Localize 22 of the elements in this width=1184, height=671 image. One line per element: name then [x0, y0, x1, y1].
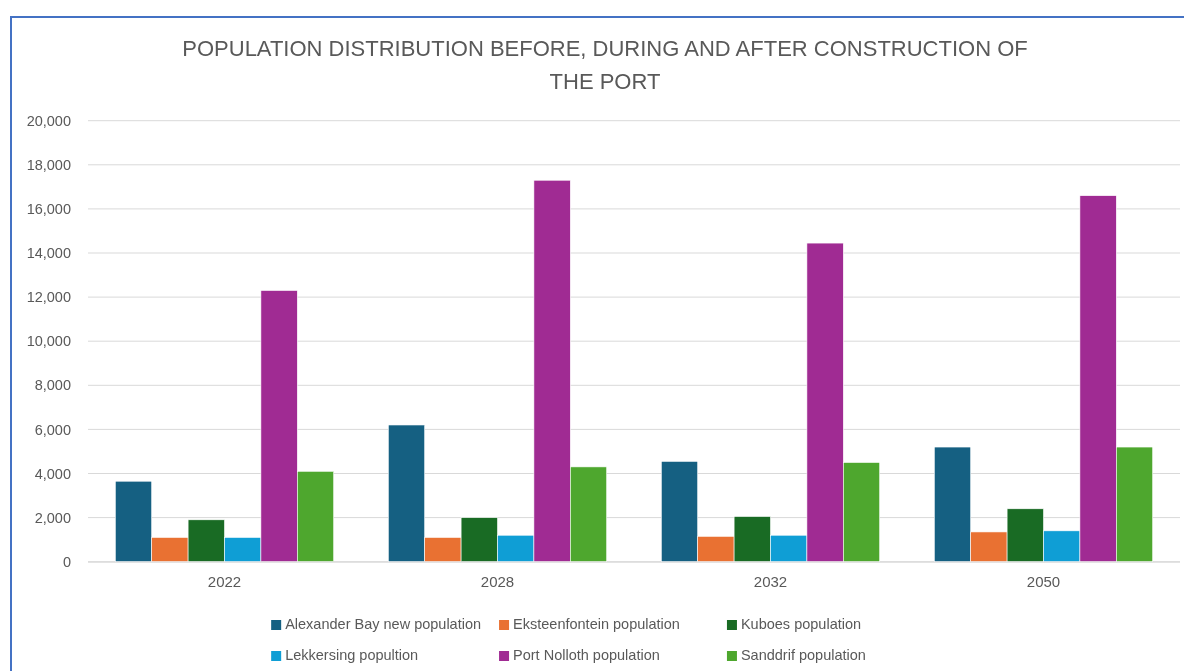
legend-label: Eksteenfontein population: [513, 616, 680, 632]
y-tick-label: 10,000: [26, 333, 71, 350]
x-tick-label: 2022: [207, 573, 242, 591]
x-tick-label: 2032: [753, 573, 788, 591]
legend-label: Kuboes population: [740, 616, 862, 632]
legend-label: Alexander Bay new population: [285, 616, 482, 632]
y-tick-label: 4,000: [34, 465, 71, 482]
legend-label: Lekkersing popultion: [285, 647, 419, 663]
legend-label: Port Nolloth population: [513, 647, 660, 663]
x-tick-label: 2028: [480, 573, 515, 591]
y-tick-label: 12,000: [26, 289, 71, 306]
x-tick-label: 2050: [1026, 573, 1061, 591]
y-tick-label: 6,000: [34, 421, 71, 438]
y-tick-label: 18,000: [26, 156, 71, 173]
chart-title: POPULATION DISTRIBUTION BEFORE, DURING AND AFTER CONSTRUCTION OF THE PORT: [182, 36, 1028, 94]
legend-label: Sanddrif population: [740, 647, 866, 663]
y-tick-label: 0: [62, 553, 71, 570]
y-tick-label: 8,000: [34, 377, 71, 394]
y-tick-label: 20,000: [26, 112, 71, 129]
y-tick-label: 14,000: [26, 245, 71, 262]
y-tick-label: 2,000: [34, 509, 71, 526]
y-tick-label: 16,000: [26, 201, 71, 218]
